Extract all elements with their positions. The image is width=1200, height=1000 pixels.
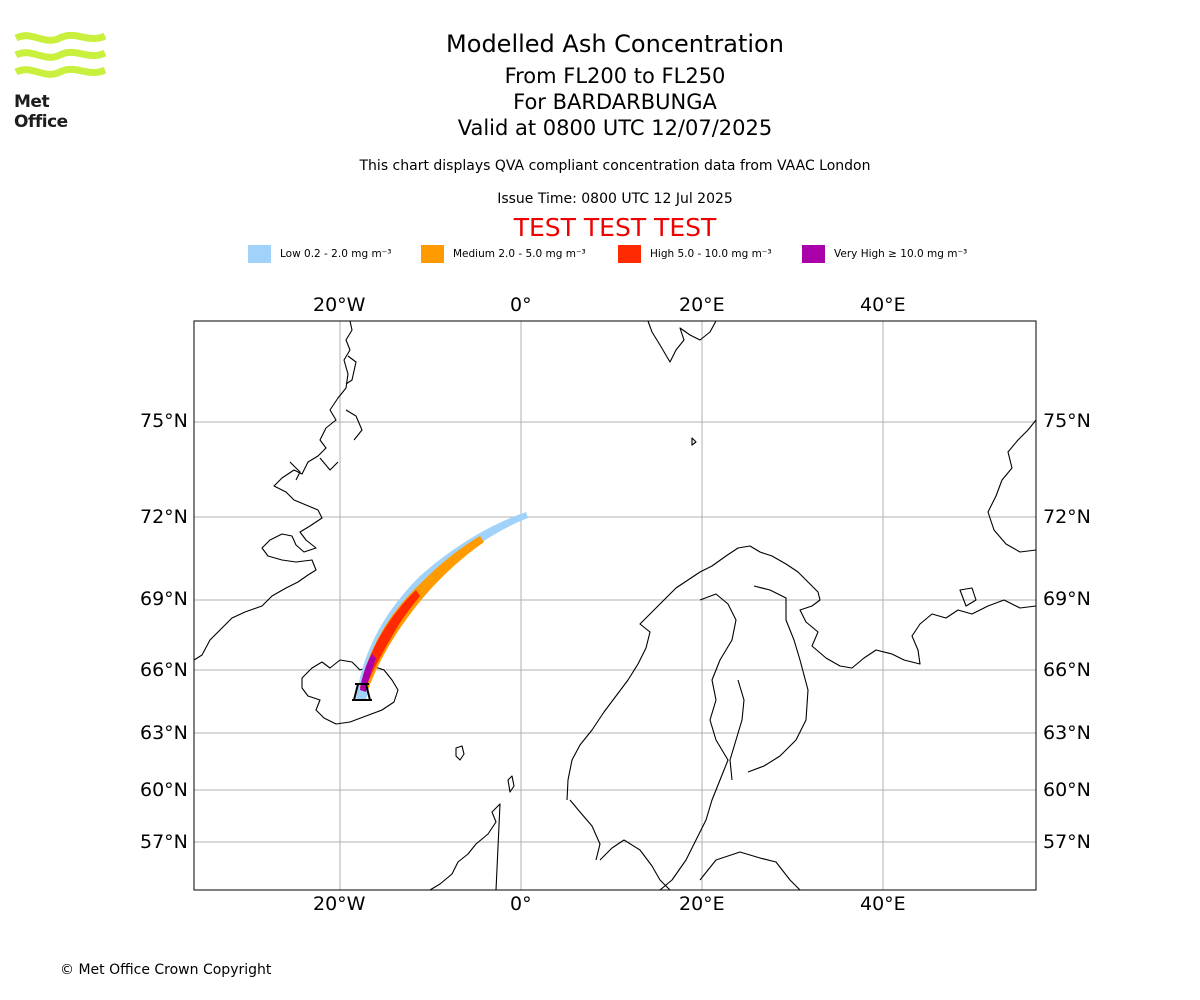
legend-label-very-high: Very High ≥ 10.0 mg m⁻³ (834, 248, 968, 260)
lat-label-left: 72°N (140, 506, 188, 528)
map-gridlines (194, 321, 1036, 890)
map-frame (193, 320, 1037, 891)
lon-label-bottom: 40°E (860, 893, 906, 915)
lon-label-bottom: 0° (510, 893, 532, 915)
legend-item-medium: Medium 2.0 - 5.0 mg m⁻³ (421, 244, 586, 264)
lat-label-left: 60°N (140, 779, 188, 801)
legend-label-high: High 5.0 - 10.0 mg m⁻³ (650, 248, 772, 260)
volcano-marker-icon (352, 683, 372, 701)
lat-label-left: 57°N (140, 831, 188, 853)
lon-label-top: 20°E (679, 294, 725, 316)
lat-label-right: 69°N (1043, 588, 1091, 610)
lon-label-top: 20°W (313, 294, 366, 316)
lat-label-right: 75°N (1043, 410, 1091, 432)
lon-label-top: 0° (510, 294, 532, 316)
ash-very-high (360, 654, 376, 692)
ash-high (360, 590, 420, 688)
legend-swatch-medium (421, 245, 444, 263)
legend-swatch-very-high (802, 245, 825, 263)
copyright-notice: © Met Office Crown Copyright (60, 962, 272, 978)
lon-label-top: 40°E (860, 294, 906, 316)
legend-item-low: Low 0.2 - 2.0 mg m⁻³ (248, 244, 391, 264)
ash-medium (360, 536, 484, 690)
legend-swatch-high (618, 245, 641, 263)
faroe-islands (455, 745, 465, 761)
lat-label-left: 75°N (140, 410, 188, 432)
met-office-logo: Met Office (14, 30, 107, 132)
legend-item-high: High 5.0 - 10.0 mg m⁻³ (618, 244, 772, 264)
lon-label-bottom: 20°W (313, 893, 366, 915)
issue-time: Issue Time: 0800 UTC 12 Jul 2025 (497, 191, 733, 207)
iceland-coast (301, 659, 399, 725)
legend-label-low: Low 0.2 - 2.0 mg m⁻³ (280, 248, 392, 260)
scotland-coast (429, 803, 501, 890)
legend-label-medium: Medium 2.0 - 5.0 mg m⁻³ (453, 248, 586, 260)
logo-text: Met Office (14, 92, 68, 132)
chart-title: Modelled Ash Concentration (446, 30, 784, 58)
lat-label-right: 66°N (1043, 659, 1091, 681)
chart-subtitle: This chart displays QVA compliant concen… (359, 158, 871, 174)
volcano-name: For BARDARBUNGA (513, 90, 717, 114)
valid-time: Valid at 0800 UTC 12/07/2025 (457, 116, 773, 140)
scandinavia-coast (566, 545, 1036, 801)
lat-label-left: 69°N (140, 588, 188, 610)
legend-item-very-high: Very High ≥ 10.0 mg m⁻³ (802, 244, 967, 264)
lat-label-right: 63°N (1043, 722, 1091, 744)
lat-label-right: 57°N (1043, 831, 1091, 853)
svalbard-coast (647, 321, 717, 363)
ash-plume (356, 512, 528, 700)
lat-label-left: 63°N (140, 722, 188, 744)
lat-label-right: 72°N (1043, 506, 1091, 528)
coastlines (194, 321, 1036, 890)
flight-levels: From FL200 to FL250 (504, 64, 726, 88)
ash-low (356, 512, 528, 700)
met-office-waves-icon (14, 31, 107, 78)
lon-label-bottom: 20°E (679, 893, 725, 915)
test-banner: TEST TEST TEST (513, 213, 717, 242)
lat-label-left: 66°N (140, 659, 188, 681)
greenland-coast (194, 321, 353, 661)
legend-swatch-low (248, 245, 271, 263)
lat-label-right: 60°N (1043, 779, 1091, 801)
